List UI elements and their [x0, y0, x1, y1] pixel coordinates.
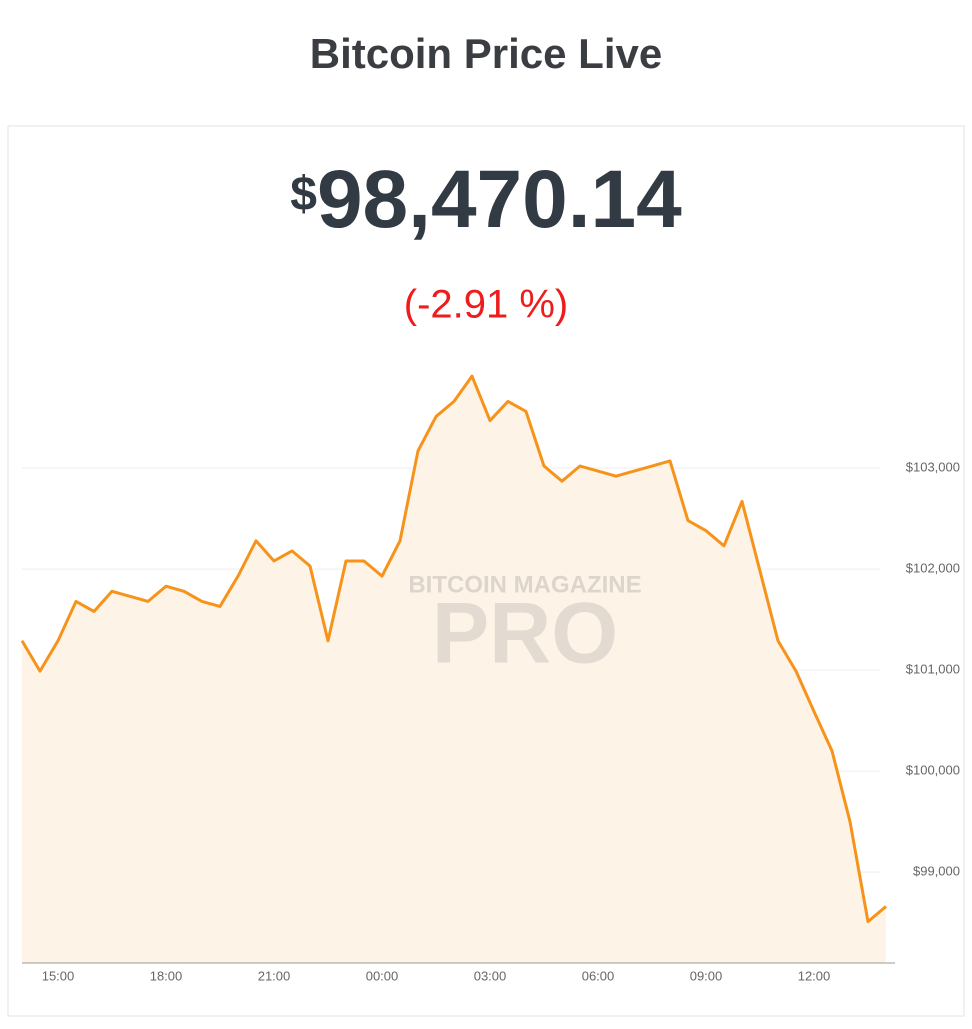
watermark-top: BITCOIN MAGAZINE: [408, 571, 641, 598]
x-tick-label: 12:00: [798, 968, 831, 983]
y-tick-label: $103,000: [906, 459, 960, 474]
x-tick-label: 03:00: [474, 968, 507, 983]
price: $98,470.14: [290, 154, 682, 245]
page-title: Bitcoin Price Live: [310, 30, 662, 77]
plot: $99,000 $100,000 $101,000 $102,000 $103,000 B…: [20, 374, 960, 983]
y-tick-label: $99,000: [913, 864, 960, 879]
y-tick-label: $101,000: [906, 662, 960, 677]
price-value: 98,470.14: [317, 154, 682, 245]
area-fill: [22, 376, 886, 963]
watermark-brand: PRO: [432, 586, 618, 682]
x-tick-label: 00:00: [366, 968, 399, 983]
y-tick-label: $100,000: [906, 763, 960, 778]
x-tick-label: 09:00: [690, 968, 723, 983]
x-tick-label: 18:00: [150, 968, 183, 983]
price-line: [20, 374, 887, 924]
card: [7, 125, 965, 1017]
currency: $: [290, 168, 317, 221]
x-tick-label: 15:00: [42, 968, 75, 983]
x-tick-label: 21:00: [258, 968, 291, 983]
x-tick-label: 06:00: [582, 968, 615, 983]
y-tick-label: $102,000: [906, 561, 960, 576]
price-change: (-2.91 %): [404, 283, 569, 327]
